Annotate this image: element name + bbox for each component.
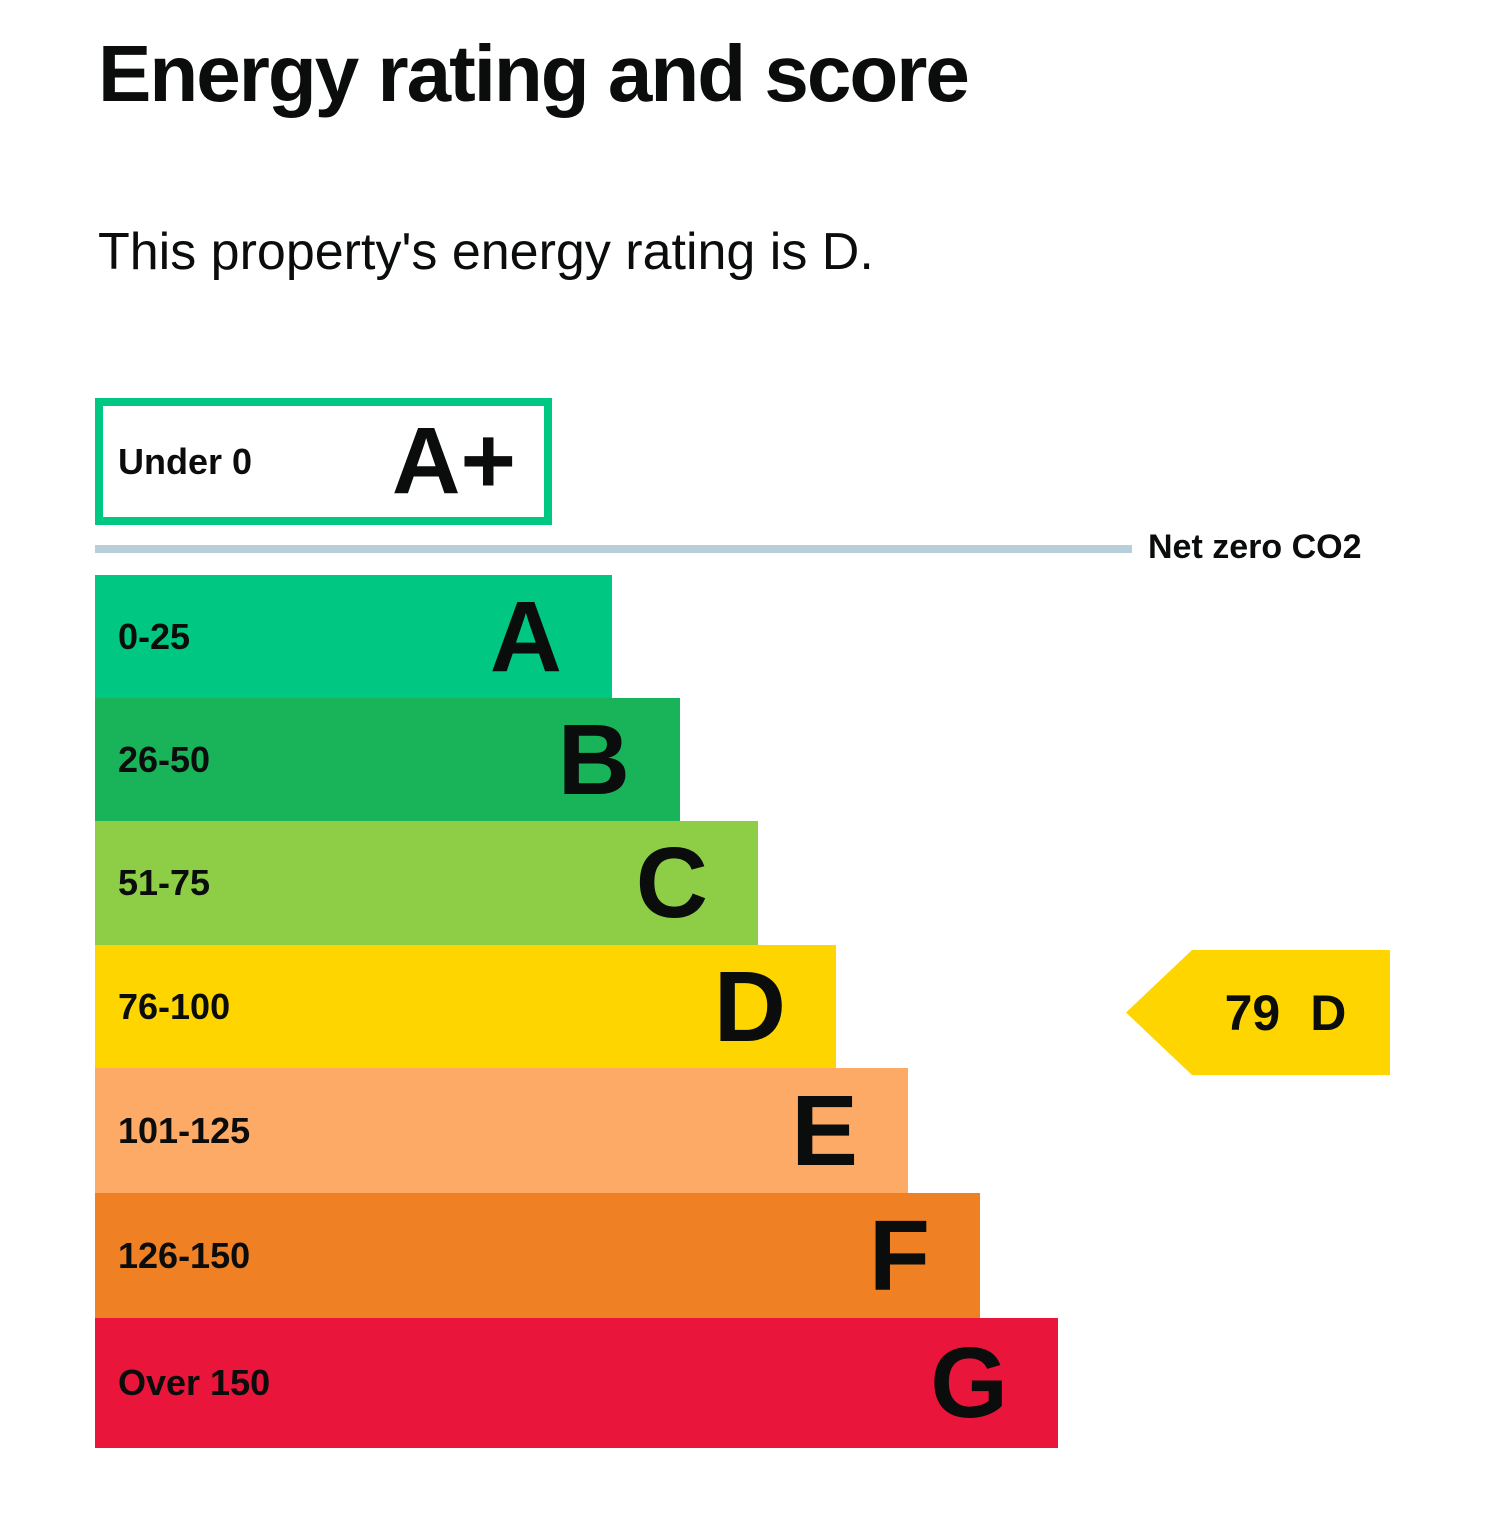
band-row-c: 51-75 C xyxy=(95,821,758,945)
band-letter: B xyxy=(557,703,630,816)
band-range-label: Over 150 xyxy=(118,1362,271,1403)
band-letter: E xyxy=(791,1074,858,1187)
band-letter: A xyxy=(489,580,562,693)
band-row-a-plus: Under 0 A+ xyxy=(95,398,552,525)
band-range-label: 126-150 xyxy=(118,1234,251,1276)
band-letter: C xyxy=(635,827,708,939)
band-row-b: 26-50 B xyxy=(95,698,680,821)
page-title: Energy rating and score xyxy=(98,29,970,118)
band-letter: A+ xyxy=(391,408,516,514)
band-range-label: 51-75 xyxy=(118,862,211,903)
band-range-label: Under 0 xyxy=(118,440,253,482)
band-range-label: 0-25 xyxy=(118,615,191,657)
band-row-f: 126-150 F xyxy=(95,1193,980,1318)
current-rating-pointer: 79 D xyxy=(1126,950,1390,1075)
band-range-label: 26-50 xyxy=(118,738,211,780)
rating-summary-text: This property's energy rating is D. xyxy=(98,223,874,281)
net-zero-label: Net zero CO2 xyxy=(1148,528,1362,566)
band-letter: D xyxy=(713,950,786,1063)
band-letter: G xyxy=(930,1327,1008,1439)
band-row-g: Over 150 G xyxy=(95,1318,1058,1448)
band-row-e: 101-125 E xyxy=(95,1068,908,1193)
current-rating-band: D xyxy=(1310,984,1347,1041)
band-range-label: 76-100 xyxy=(118,985,231,1027)
net-zero-line xyxy=(95,545,1132,553)
band-row-a: 0-25 A xyxy=(95,575,612,698)
band-range-label: 101-125 xyxy=(118,1109,251,1151)
current-rating-score: 79 xyxy=(1224,984,1281,1041)
band-row-d: 76-100 D xyxy=(95,945,836,1068)
band-letter: F xyxy=(868,1199,930,1312)
